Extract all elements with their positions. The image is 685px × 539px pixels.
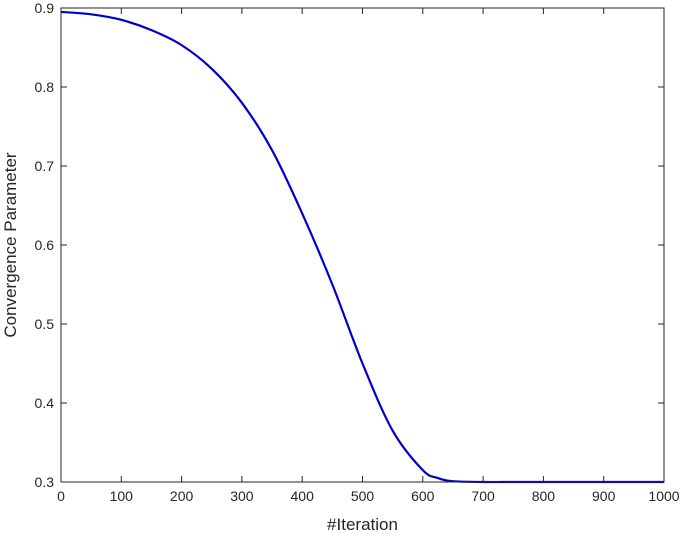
y-tick-label: 0.8 [35,79,55,95]
y-axis-ticks: 0.3 0.4 0.5 0.6 0.7 0.8 0.9 [35,0,664,490]
x-tick-label: 600 [411,488,435,504]
y-tick-label: 0.3 [35,474,55,490]
y-tick-label: 0.7 [35,158,55,174]
axes-frame [60,7,665,483]
y-tick-label: 0.6 [35,237,55,253]
x-tick-label: 1000 [648,488,679,504]
x-tick-label: 100 [110,488,134,504]
y-tick-label: 0.5 [35,316,55,332]
series-layer [60,10,664,484]
y-axis-title: Convergence Parameter [1,152,20,338]
x-tick-label: 300 [230,488,254,504]
x-tick-label: 0 [57,488,65,504]
x-tick-label: 500 [351,488,375,504]
x-tick-label: 700 [471,488,495,504]
series-line [60,10,664,484]
x-axis-title: #Iteration [327,515,398,534]
y-tick-label: 0.9 [35,0,55,16]
x-axis-ticks: 0 100 200 300 400 500 600 700 800 900 1000 [57,8,680,504]
y-tick-label: 0.4 [35,395,55,411]
x-tick-label: 400 [291,488,315,504]
x-tick-label: 200 [170,488,194,504]
x-tick-label: 900 [592,488,616,504]
x-tick-label: 800 [532,488,556,504]
